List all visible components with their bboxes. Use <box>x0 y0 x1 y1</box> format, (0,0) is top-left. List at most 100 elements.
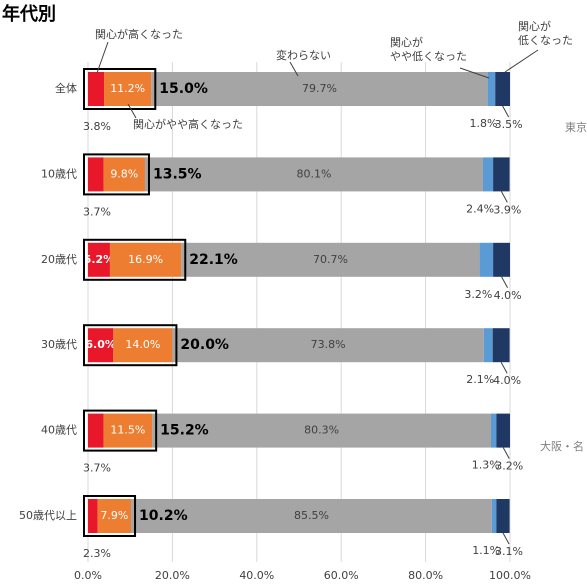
legend-label: 関心が やや低くなった <box>390 36 467 63</box>
x-tick-label: 100.0% <box>489 569 531 582</box>
data-label: 79.7% <box>302 82 337 95</box>
data-label: 2.4% <box>466 202 494 215</box>
bar-segment <box>88 499 98 533</box>
leader-line <box>504 49 539 73</box>
legend-label: 関心が 低くなった <box>518 20 573 47</box>
data-label: 16.9% <box>128 253 163 266</box>
total-box <box>83 495 137 537</box>
legend-label-box: 関心が やや低くなった <box>390 36 467 63</box>
total-box <box>83 238 187 281</box>
bar-segment <box>482 157 494 192</box>
bar-segment <box>144 157 483 192</box>
total-label: 15.0% <box>159 81 208 97</box>
data-label: 70.7% <box>313 253 348 266</box>
x-tick-label: 0.0% <box>74 569 102 582</box>
data-label: 6.0% <box>85 338 116 351</box>
data-label: 1.8% <box>469 117 497 130</box>
legend-label: 変わらない <box>276 48 331 62</box>
leader-line <box>127 103 137 119</box>
category-label: 10歳代 <box>41 167 77 180</box>
bar-segment <box>492 328 510 363</box>
bar-segment <box>483 328 493 363</box>
category-label: 40歳代 <box>41 424 77 437</box>
data-label: 5.2% <box>84 253 115 266</box>
data-label: 3.7% <box>83 205 111 218</box>
bar-segment <box>131 499 492 533</box>
total-label: 22.1% <box>189 252 238 268</box>
bar-segment <box>88 328 114 363</box>
category-label: 全体 <box>55 81 77 95</box>
data-label: 73.8% <box>311 338 346 351</box>
total-box <box>83 68 157 110</box>
data-label: 4.0% <box>494 289 522 302</box>
bar-segment <box>491 499 497 533</box>
bar-segment <box>495 72 510 106</box>
bar-segment <box>496 413 510 448</box>
data-label: 3.2% <box>495 460 523 473</box>
bar-segment <box>113 328 173 363</box>
x-tick-label: 60.0% <box>324 569 359 582</box>
bar-segment <box>88 72 105 106</box>
leader-line <box>459 67 490 79</box>
leader-line <box>289 61 299 77</box>
bar-segment <box>88 413 104 448</box>
data-label: 85.5% <box>294 509 329 522</box>
data-label: 3.7% <box>83 462 111 475</box>
data-label: 80.3% <box>304 424 339 437</box>
data-label: 80.1% <box>297 167 332 180</box>
category-label: 20歳代 <box>41 253 77 266</box>
bar-segment <box>493 242 510 277</box>
leader-line <box>500 361 508 374</box>
leader-line <box>500 191 508 203</box>
data-label: 2.1% <box>466 373 494 386</box>
bar-segment <box>109 242 182 277</box>
data-label: 2.3% <box>83 547 111 560</box>
data-label: 3.8% <box>83 120 111 133</box>
data-label: 9.8% <box>110 167 138 180</box>
leader-line <box>501 276 508 289</box>
bar-segment <box>487 72 496 106</box>
bar-segment <box>172 328 484 363</box>
data-label: 4.0% <box>493 374 521 387</box>
data-label: 3.5% <box>495 118 523 131</box>
data-label: 1.3% <box>472 459 500 472</box>
legend-label: 関心が高くなった <box>95 27 183 41</box>
data-label: 11.2% <box>110 82 145 95</box>
total-box <box>83 153 150 196</box>
bar-segment <box>97 499 132 533</box>
data-label: 3.9% <box>493 203 521 216</box>
leader-line <box>502 532 510 545</box>
data-label: 3.2% <box>464 288 492 301</box>
annotation: 大阪・名 <box>540 439 584 453</box>
bar-segment <box>152 413 492 448</box>
annotation: 東京 <box>565 120 587 134</box>
total-box <box>83 324 178 367</box>
total-label: 13.5% <box>153 166 202 182</box>
data-label: 1.1% <box>472 544 500 557</box>
bar-segment <box>104 72 152 106</box>
bar-segment <box>491 413 497 448</box>
total-label: 10.2% <box>139 508 188 524</box>
category-label: 50歳代以上 <box>19 509 77 522</box>
bar-segment <box>103 157 145 192</box>
bar-segment <box>181 242 480 277</box>
bar-segment <box>479 242 494 277</box>
bar-segment <box>88 242 110 277</box>
leader-line <box>502 105 510 118</box>
bar-segment <box>151 72 488 106</box>
data-label: 11.5% <box>110 424 145 437</box>
leader-line <box>96 41 109 74</box>
bar-segment <box>493 157 510 192</box>
chart-title: 年代別 <box>2 3 56 25</box>
bar-segment <box>88 157 104 192</box>
leader-line <box>502 447 510 459</box>
legend-label-box: 関心が 低くなった <box>518 20 573 47</box>
total-label: 15.2% <box>160 423 209 439</box>
data-label: 14.0% <box>125 338 160 351</box>
bar-segment <box>496 499 510 533</box>
data-label: 7.9% <box>100 509 128 522</box>
legend-label: 関心がやや高くなった <box>133 117 243 131</box>
bar-segment <box>103 413 153 448</box>
x-tick-label: 20.0% <box>155 569 190 582</box>
